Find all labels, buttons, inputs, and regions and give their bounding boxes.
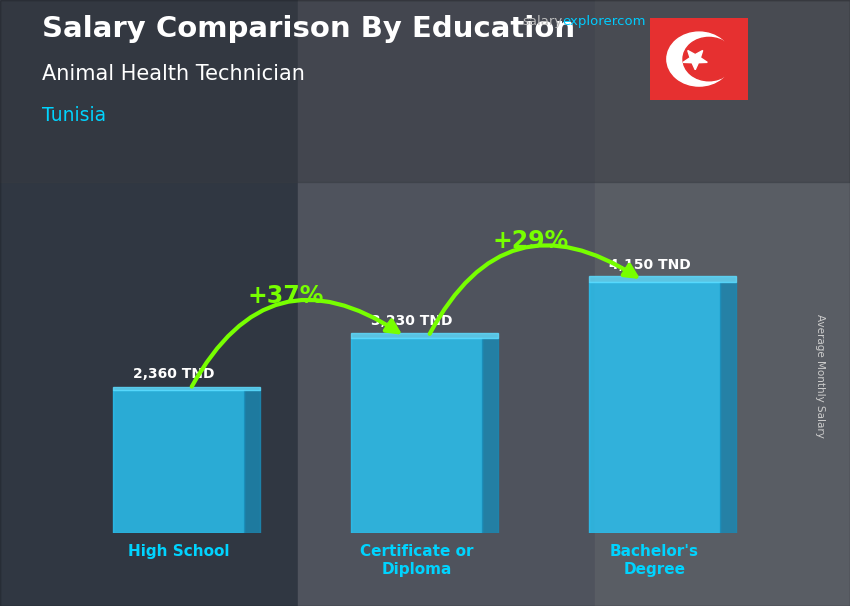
Text: explorer: explorer [562,15,617,28]
Text: Average Monthly Salary: Average Monthly Salary [815,314,825,438]
Bar [244,390,259,533]
Bar [351,333,497,338]
Bar [0,0,298,606]
Bar [595,0,850,606]
Text: Tunisia: Tunisia [42,106,106,125]
Text: +37%: +37% [247,284,324,308]
Text: 4,150 TND: 4,150 TND [609,258,690,272]
Text: 3,230 TND: 3,230 TND [371,314,452,328]
Bar [589,276,735,282]
Text: Salary Comparison By Education: Salary Comparison By Education [42,15,575,43]
Polygon shape [683,50,707,70]
Bar [720,282,735,533]
Circle shape [683,38,734,81]
Text: Animal Health Technician: Animal Health Technician [42,64,305,84]
Bar [482,338,497,533]
Circle shape [667,32,731,86]
Bar [0,0,850,182]
Bar [589,282,720,533]
Bar [298,0,595,606]
Text: 2,360 TND: 2,360 TND [133,367,214,381]
Text: .com: .com [614,15,646,28]
Text: salary: salary [523,15,563,28]
Bar [113,387,259,390]
Bar [113,390,244,533]
Text: +29%: +29% [493,228,569,253]
Bar [351,338,482,533]
